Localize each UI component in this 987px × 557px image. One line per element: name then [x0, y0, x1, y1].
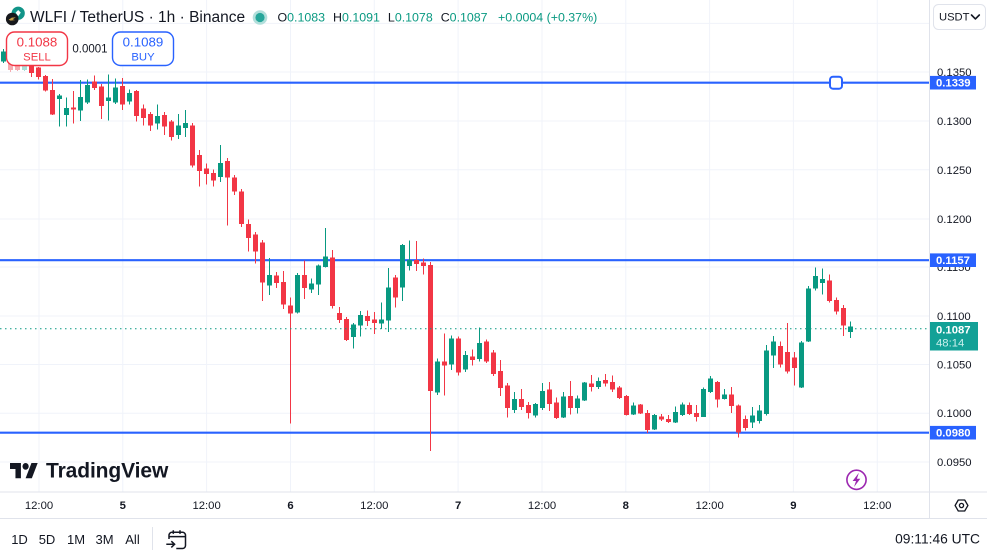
svg-text:12:00: 12:00	[360, 500, 388, 512]
svg-text:0.0001: 0.0001	[72, 43, 107, 55]
svg-text:All: All	[125, 532, 140, 547]
svg-text:0.1000: 0.1000	[937, 408, 972, 420]
svg-text:12:00: 12:00	[25, 500, 53, 512]
svg-text:5: 5	[120, 500, 126, 512]
svg-text:0.1250: 0.1250	[937, 165, 972, 177]
svg-text:12:00: 12:00	[863, 500, 891, 512]
svg-text:0.0950: 0.0950	[937, 457, 972, 469]
svg-text:0.1088: 0.1088	[17, 35, 58, 50]
svg-text:0.1100: 0.1100	[937, 311, 971, 323]
svg-text:8: 8	[623, 500, 629, 512]
svg-text:9: 9	[790, 500, 796, 512]
svg-text:USDT: USDT	[939, 11, 970, 23]
svg-text:48:14: 48:14	[936, 338, 964, 350]
svg-text:0.1050: 0.1050	[937, 360, 972, 372]
svg-text:5D: 5D	[39, 532, 56, 547]
svg-text:12:00: 12:00	[695, 500, 723, 512]
svg-text:09:11:46 UTC: 09:11:46 UTC	[895, 532, 980, 547]
svg-text:1D: 1D	[11, 532, 28, 547]
svg-text:0.1157: 0.1157	[936, 255, 970, 267]
svg-text:0.1089: 0.1089	[123, 35, 164, 50]
svg-text:3M: 3M	[95, 532, 113, 547]
svg-text:BUY: BUY	[131, 52, 155, 64]
svg-text:0.1200: 0.1200	[937, 214, 972, 226]
svg-text:TradingView: TradingView	[46, 460, 169, 483]
svg-text:0.0980: 0.0980	[936, 428, 971, 440]
svg-text:SELL: SELL	[23, 52, 51, 64]
svg-text:6: 6	[287, 500, 293, 512]
svg-text:0.1087: 0.1087	[936, 325, 971, 337]
svg-text:WLFI / TetherUS · 1h · Binance: WLFI / TetherUS · 1h · Binance	[30, 9, 245, 26]
svg-text:12:00: 12:00	[528, 500, 556, 512]
svg-text:1M: 1M	[67, 532, 85, 547]
svg-text:0.1339: 0.1339	[936, 78, 971, 90]
svg-text:7: 7	[455, 500, 461, 512]
svg-text:0.1300: 0.1300	[937, 116, 972, 128]
svg-text:12:00: 12:00	[192, 500, 220, 512]
